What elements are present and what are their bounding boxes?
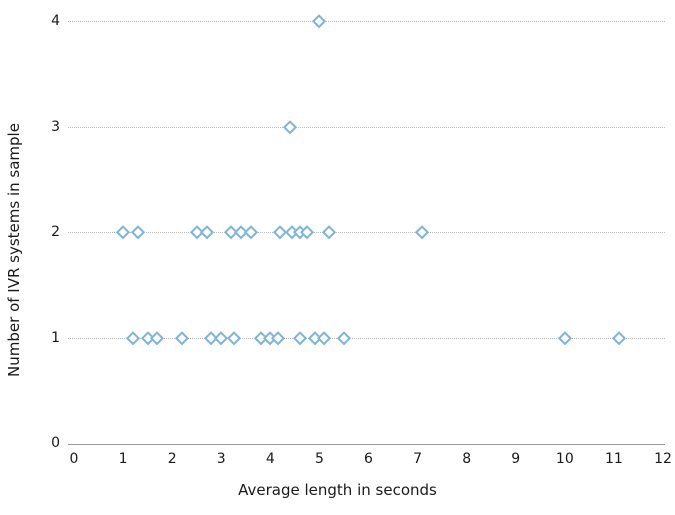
scatter-point: [322, 225, 337, 239]
x-axis-title: Average length in seconds: [238, 481, 437, 499]
y-tick-label-2: 2: [51, 224, 60, 240]
scatter-point: [175, 330, 189, 345]
scatter-point: [292, 330, 307, 345]
y-tick-label-1: 1: [51, 329, 60, 346]
x-tick-label-5: 5: [314, 451, 324, 467]
scatter-point: [150, 330, 165, 345]
x-tick-label-8: 8: [462, 451, 472, 467]
x-tick-label-4: 4: [265, 451, 275, 467]
scatter-point: [199, 225, 214, 239]
x-tick-label-3: 3: [216, 451, 226, 467]
y-tick-label-0: 0: [51, 435, 60, 451]
gridline-y4: [68, 21, 665, 22]
x-tick-label-9: 9: [511, 451, 521, 467]
x-tick-label-10: 10: [555, 451, 574, 467]
scatter-point: [312, 14, 327, 28]
scatter-point: [226, 330, 241, 345]
x-tick-label-2: 2: [167, 451, 177, 467]
scatter-point: [612, 330, 626, 345]
gridline-y3: [68, 126, 665, 128]
gridline-y2: [68, 232, 665, 233]
scatter-point: [243, 225, 258, 239]
gridline-y1: [68, 337, 665, 339]
scatter-point: [558, 330, 572, 345]
x-tick-label-1: 1: [118, 451, 128, 467]
scatter-point: [116, 225, 130, 239]
x-tick-label-11: 11: [604, 451, 623, 467]
scatter-point: [317, 330, 332, 345]
x-axis-line: [68, 444, 665, 445]
y-tick-label-3: 3: [51, 118, 60, 135]
scatter-point: [270, 330, 285, 345]
scatter-point: [283, 119, 297, 134]
x-tick-label-0: 0: [69, 451, 79, 467]
scatter-point: [415, 225, 430, 239]
x-tick-label-6: 6: [364, 451, 373, 467]
x-tick-label-12: 12: [654, 451, 672, 467]
y-tick-label-4: 4: [51, 13, 60, 29]
x-tick-label-7: 7: [413, 451, 423, 467]
scatter-point: [126, 330, 140, 345]
scatter-point: [131, 225, 145, 239]
scatter-point: [337, 330, 351, 345]
